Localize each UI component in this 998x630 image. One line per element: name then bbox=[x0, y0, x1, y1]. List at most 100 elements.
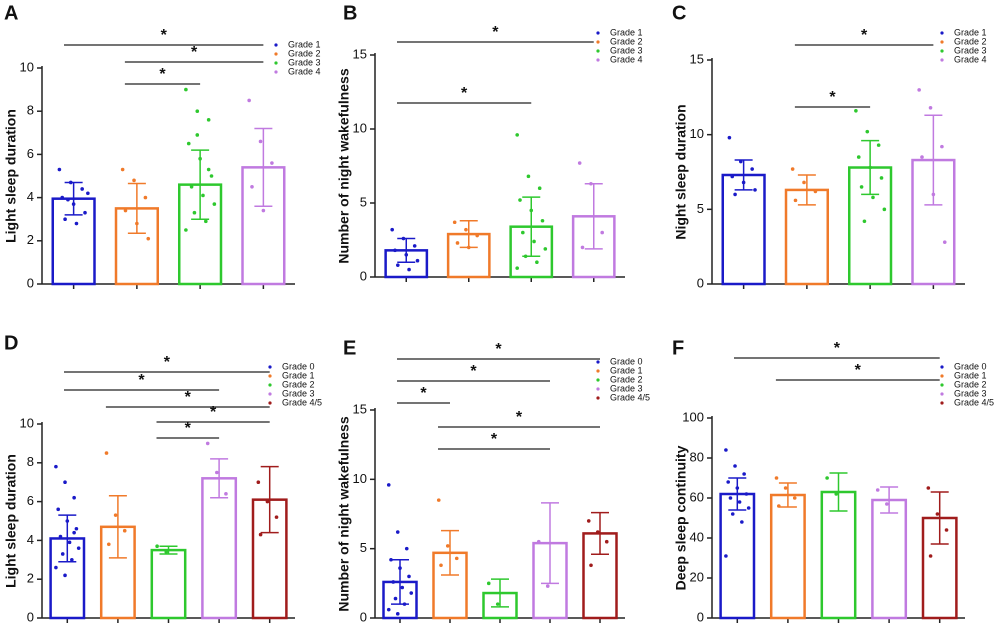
legend-marker bbox=[940, 365, 944, 369]
data-point bbox=[920, 155, 924, 159]
data-point bbox=[393, 596, 398, 601]
legend-marker bbox=[274, 70, 278, 74]
data-point bbox=[407, 267, 411, 272]
significance-label: * bbox=[159, 66, 166, 83]
data-point bbox=[744, 492, 749, 496]
data-point bbox=[398, 566, 402, 570]
legend-label: Grade 1 bbox=[954, 370, 987, 380]
data-point bbox=[195, 133, 200, 137]
data-point bbox=[186, 141, 191, 146]
y-tick-label: 6 bbox=[27, 493, 34, 508]
data-point bbox=[813, 189, 818, 194]
data-point bbox=[604, 539, 609, 544]
legend-marker bbox=[274, 43, 278, 47]
y-tick-label: 0 bbox=[697, 609, 704, 624]
data-point bbox=[74, 526, 79, 531]
data-point bbox=[935, 512, 940, 516]
data-point bbox=[113, 513, 118, 517]
legend-marker bbox=[596, 49, 600, 53]
significance-label: * bbox=[138, 372, 145, 389]
data-point bbox=[790, 167, 795, 171]
data-point bbox=[543, 247, 548, 251]
panel-letter: C bbox=[672, 2, 686, 24]
data-point bbox=[204, 219, 208, 224]
data-point bbox=[184, 228, 188, 232]
significance-label: * bbox=[491, 431, 498, 448]
data-point bbox=[454, 556, 459, 561]
panel-letter: A bbox=[4, 2, 18, 24]
data-point bbox=[940, 144, 944, 149]
y-tick-label: 0 bbox=[360, 609, 367, 624]
y-tick-label: 8 bbox=[27, 454, 34, 469]
data-point bbox=[164, 550, 169, 554]
significance-label: * bbox=[516, 409, 523, 426]
y-tick-label: 15 bbox=[353, 46, 367, 61]
legend-label: Grade 2 bbox=[954, 379, 987, 389]
data-point bbox=[856, 155, 861, 159]
data-point bbox=[192, 210, 197, 215]
data-point bbox=[247, 98, 251, 103]
data-point bbox=[212, 202, 217, 206]
data-point bbox=[72, 495, 76, 500]
legend-label: Grade 4 bbox=[954, 54, 987, 64]
data-point bbox=[529, 208, 534, 213]
legend-label: Grade 3 bbox=[282, 388, 315, 398]
data-point bbox=[518, 198, 522, 202]
y-tick-label: 15 bbox=[690, 51, 704, 66]
legend-label: Grade 3 bbox=[610, 45, 643, 55]
data-point bbox=[879, 176, 884, 180]
data-point bbox=[76, 546, 81, 550]
significance-label: * bbox=[829, 89, 836, 106]
y-tick-label: 10 bbox=[353, 471, 367, 486]
data-point bbox=[409, 591, 414, 595]
data-point bbox=[882, 207, 887, 212]
data-point bbox=[132, 178, 136, 183]
data-point bbox=[589, 181, 593, 186]
data-point bbox=[735, 486, 740, 490]
data-point bbox=[495, 602, 500, 606]
data-point bbox=[885, 502, 889, 506]
y-tick-label: 5 bbox=[360, 194, 367, 209]
legend-marker bbox=[596, 387, 600, 391]
data-point bbox=[270, 161, 274, 165]
legend-marker bbox=[940, 401, 944, 405]
y-tick-label: 40 bbox=[690, 529, 704, 544]
data-point bbox=[740, 520, 744, 524]
y-tick-label: 2 bbox=[27, 232, 34, 247]
data-point bbox=[209, 174, 214, 178]
legend-label: Grade 0 bbox=[282, 361, 315, 371]
legend-label: Grade 2 bbox=[610, 374, 643, 384]
data-point bbox=[265, 499, 270, 504]
data-point bbox=[577, 161, 582, 165]
data-point bbox=[868, 165, 872, 170]
data-point bbox=[724, 554, 728, 558]
data-point bbox=[386, 483, 391, 487]
legend-label: Grade 1 bbox=[610, 27, 643, 37]
data-point bbox=[928, 105, 933, 110]
legend-label: Grade 2 bbox=[954, 36, 987, 46]
y-tick-label: 10 bbox=[20, 59, 34, 74]
data-point bbox=[71, 202, 76, 206]
data-point bbox=[464, 227, 468, 232]
legend-marker bbox=[596, 378, 600, 382]
data-point bbox=[250, 185, 254, 189]
data-point bbox=[753, 188, 757, 192]
data-point bbox=[738, 159, 743, 164]
y-axis-label: Number of night wakefulness bbox=[336, 68, 352, 263]
data-point bbox=[776, 504, 781, 508]
y-tick-label: 0 bbox=[27, 609, 34, 624]
significance-label: * bbox=[495, 341, 502, 358]
data-point bbox=[728, 496, 733, 500]
data-point bbox=[401, 236, 406, 241]
data-point bbox=[66, 197, 70, 202]
significance-label: * bbox=[185, 389, 192, 406]
significance-label: * bbox=[161, 27, 168, 44]
data-point bbox=[261, 208, 266, 213]
significance-label: * bbox=[470, 363, 477, 380]
legend-label: Grade 3 bbox=[954, 45, 987, 55]
data-point bbox=[205, 441, 210, 446]
y-axis-label: Deep sleep continuity bbox=[673, 445, 689, 590]
data-point bbox=[931, 192, 936, 197]
data-point bbox=[536, 539, 541, 544]
data-point bbox=[439, 563, 443, 568]
